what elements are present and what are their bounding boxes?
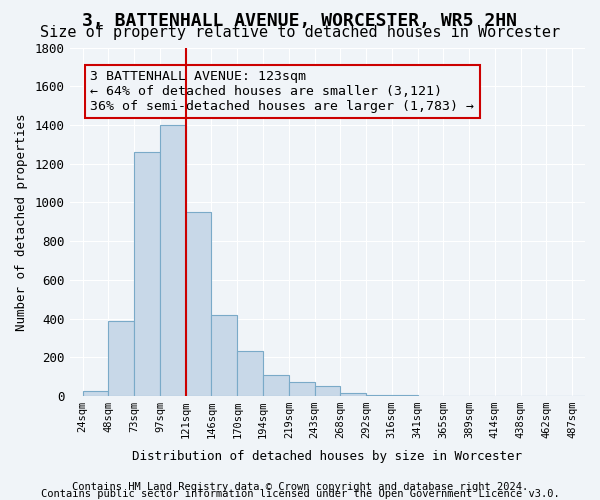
Bar — [289, 382, 314, 396]
Bar — [109, 320, 134, 396]
Text: Contains HM Land Registry data © Crown copyright and database right 2024.: Contains HM Land Registry data © Crown c… — [72, 482, 528, 492]
Bar — [392, 395, 418, 396]
Bar — [186, 212, 211, 396]
Bar — [263, 374, 289, 396]
Bar — [83, 391, 109, 396]
Bar — [340, 393, 366, 396]
Text: 3 BATTENHALL AVENUE: 123sqm
← 64% of detached houses are smaller (3,121)
36% of : 3 BATTENHALL AVENUE: 123sqm ← 64% of det… — [91, 70, 475, 113]
Bar — [314, 386, 340, 396]
X-axis label: Distribution of detached houses by size in Worcester: Distribution of detached houses by size … — [133, 450, 523, 462]
Bar — [237, 350, 263, 396]
Bar — [160, 125, 186, 396]
Bar — [366, 395, 392, 396]
Text: Size of property relative to detached houses in Worcester: Size of property relative to detached ho… — [40, 25, 560, 40]
Y-axis label: Number of detached properties: Number of detached properties — [15, 113, 28, 330]
Text: Contains public sector information licensed under the Open Government Licence v3: Contains public sector information licen… — [41, 489, 559, 499]
Text: 3, BATTENHALL AVENUE, WORCESTER, WR5 2HN: 3, BATTENHALL AVENUE, WORCESTER, WR5 2HN — [83, 12, 517, 30]
Bar — [134, 152, 160, 396]
Bar — [211, 314, 237, 396]
